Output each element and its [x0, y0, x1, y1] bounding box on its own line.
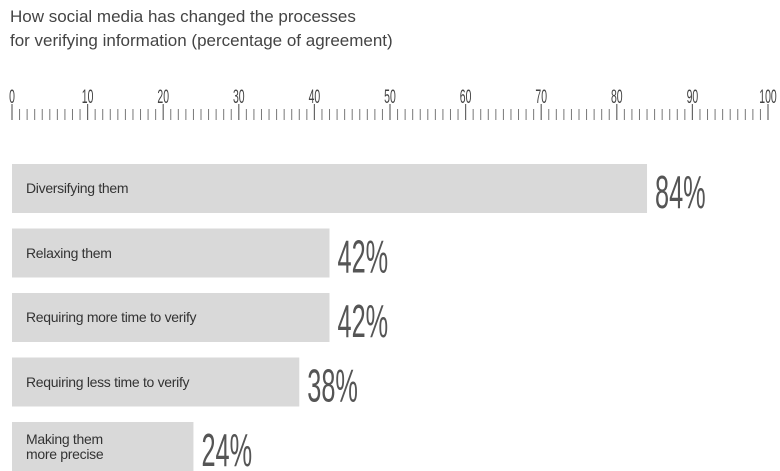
- bar: [12, 422, 194, 471]
- x-tick-label: 0: [9, 87, 15, 108]
- x-tick-label: 100: [759, 87, 776, 108]
- value-label: 84%: [655, 166, 706, 218]
- bar: [12, 164, 648, 213]
- bar: [12, 228, 330, 278]
- bar: [12, 293, 330, 342]
- value-label: 42%: [338, 230, 389, 282]
- chart-title: How social media has changed the process…: [10, 7, 356, 26]
- category-label: Requiring less time to verify: [26, 373, 190, 390]
- bar: [12, 357, 300, 407]
- category-label: Making them more precise: [26, 430, 104, 462]
- x-tick-label: 30: [233, 87, 245, 108]
- value-label: 24%: [201, 424, 252, 471]
- x-tick-label: 80: [611, 87, 623, 108]
- x-tick-label: 70: [535, 87, 547, 108]
- category-label: Requiring more time to verify: [26, 309, 197, 325]
- value-label: 38%: [307, 359, 358, 411]
- x-tick-label: 40: [309, 87, 321, 108]
- category-label: Diversifying them: [26, 180, 129, 196]
- x-tick-label: 10: [82, 87, 94, 108]
- x-tick-label: 20: [157, 87, 169, 108]
- x-tick-label: 90: [687, 87, 699, 108]
- value-label: 42%: [338, 295, 389, 347]
- x-tick-label: 50: [384, 87, 396, 108]
- chart-title: for verifying information (percentage of…: [10, 31, 393, 50]
- x-tick-label: 60: [460, 87, 472, 108]
- category-label: Relaxing them: [26, 244, 112, 261]
